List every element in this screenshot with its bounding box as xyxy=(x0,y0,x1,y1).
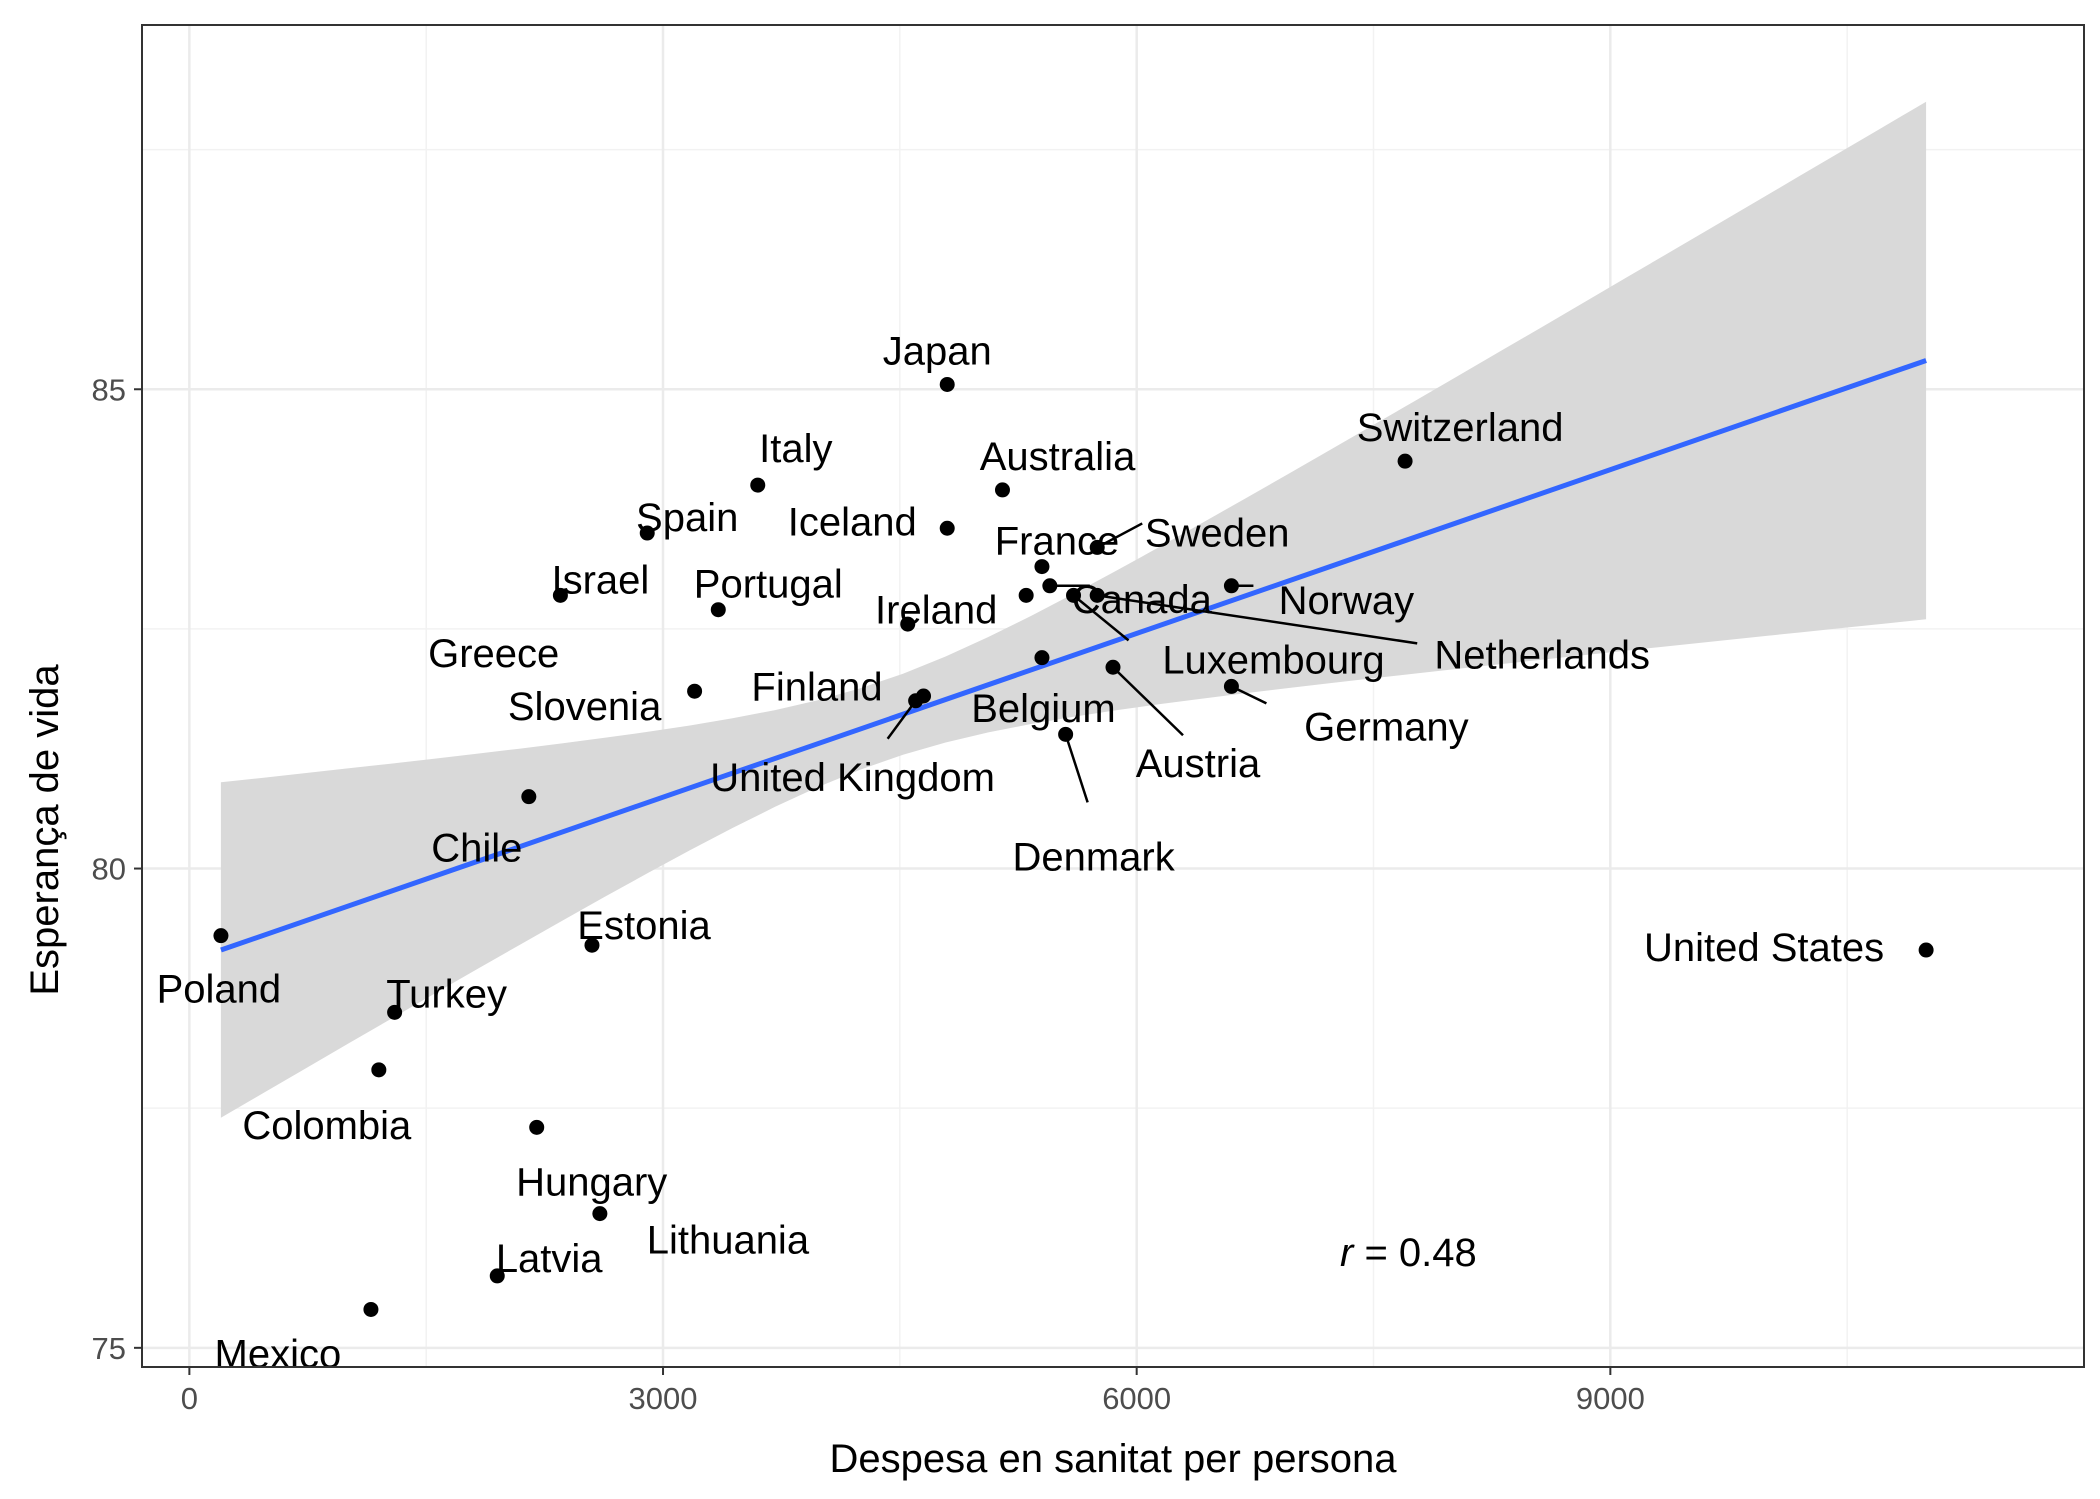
data-point xyxy=(1034,559,1050,575)
point-label: Chile xyxy=(431,827,522,871)
point-label: United States xyxy=(1644,926,1884,970)
data-point xyxy=(900,616,916,632)
data-point xyxy=(1223,578,1239,594)
point-label: Mexico xyxy=(215,1333,342,1377)
point-label: Italy xyxy=(759,427,832,471)
confidence-band xyxy=(220,101,1927,1118)
leader-line xyxy=(1097,594,1418,645)
data-point xyxy=(1089,587,1105,603)
data-point xyxy=(213,928,229,944)
point-label: Sweden xyxy=(1145,511,1290,555)
data-points xyxy=(213,376,1934,1317)
axis-ticks: 0 3000 6000 9000 75 80 85 xyxy=(92,372,1645,1416)
data-point xyxy=(939,520,955,536)
point-label: Spain xyxy=(636,496,738,540)
point-label: Greece xyxy=(428,632,559,676)
point-label: Israel xyxy=(551,558,649,602)
data-point xyxy=(371,1062,387,1078)
point-label: Portugal xyxy=(694,563,843,607)
x-tick-label: 0 xyxy=(181,1381,198,1416)
data-point xyxy=(994,482,1010,498)
point-label: Finland xyxy=(751,666,882,710)
point-label: Germany xyxy=(1304,705,1469,749)
data-point xyxy=(687,683,703,699)
leader-line xyxy=(1096,522,1143,549)
y-tick-label: 75 xyxy=(92,1331,126,1366)
point-label: Austria xyxy=(1136,742,1261,786)
data-point xyxy=(710,602,726,618)
x-tick-label: 6000 xyxy=(1102,1381,1171,1416)
data-point xyxy=(1105,659,1121,675)
data-point xyxy=(908,693,924,709)
leader-line xyxy=(1112,666,1184,737)
data-point xyxy=(639,525,655,541)
data-point xyxy=(1397,453,1413,469)
y-tick-label: 80 xyxy=(92,852,126,887)
point-label: Turkey xyxy=(386,972,507,1016)
regression-line-layer xyxy=(220,358,1927,953)
data-point xyxy=(1042,578,1058,594)
data-point xyxy=(1223,678,1239,694)
data-point xyxy=(521,789,537,805)
point-label: Slovenia xyxy=(508,685,662,729)
data-point xyxy=(592,1206,608,1222)
x-tick-label: 3000 xyxy=(629,1381,698,1416)
data-point xyxy=(552,587,568,603)
point-label: Latvia xyxy=(496,1237,603,1281)
point-label: Colombia xyxy=(242,1104,412,1148)
data-point xyxy=(1058,726,1074,742)
point-label: Iceland xyxy=(788,500,917,544)
data-point xyxy=(1918,942,1934,958)
point-label: Belgium xyxy=(971,687,1116,731)
data-point xyxy=(387,1004,403,1020)
point-label: Luxembourg xyxy=(1162,638,1384,682)
data-point xyxy=(529,1119,545,1135)
leader-line xyxy=(886,700,917,740)
y-axis-title: Esperança de vida xyxy=(23,664,67,996)
point-label: United Kingdom xyxy=(710,756,995,800)
data-point xyxy=(1034,650,1050,666)
point-label: Australia xyxy=(980,435,1136,479)
x-axis-title: Despesa en sanitat per persona xyxy=(829,1437,1397,1481)
data-point xyxy=(489,1268,505,1284)
data-point xyxy=(1066,587,1082,603)
data-point xyxy=(363,1301,379,1317)
data-point xyxy=(1089,539,1105,555)
confidence-band-layer xyxy=(220,101,1927,1118)
point-label: Netherlands xyxy=(1434,633,1650,677)
data-point xyxy=(1018,587,1034,603)
annotation-italic: r xyxy=(1340,1231,1355,1275)
y-tick-label: 85 xyxy=(92,372,126,407)
point-label: Ireland xyxy=(875,588,997,632)
regression-line xyxy=(220,358,1927,953)
correlation-annotation: r = 0.48 xyxy=(1340,1231,1477,1275)
point-label: Switzerland xyxy=(1357,406,1564,450)
point-label: Lithuania xyxy=(647,1219,810,1263)
point-label: Canada xyxy=(1072,578,1213,622)
data-point xyxy=(939,376,955,392)
point-label: Denmark xyxy=(1012,835,1175,879)
annotation-text: = 0.48 xyxy=(1353,1231,1476,1275)
leader-line xyxy=(1072,594,1130,642)
data-point xyxy=(750,477,766,493)
panel-border xyxy=(141,24,2085,1368)
point-label: Poland xyxy=(157,968,282,1012)
point-label: Estonia xyxy=(577,904,711,948)
point-label: France xyxy=(995,520,1120,564)
data-point xyxy=(584,937,600,953)
point-label: Hungary xyxy=(516,1160,667,1204)
x-tick-label: 9000 xyxy=(1576,1381,1645,1416)
point-labels: Japan Switzerland Italy Australia Spain Icela… xyxy=(157,330,1885,1377)
point-label: Norway xyxy=(1279,579,1415,623)
point-label: Japan xyxy=(883,330,992,374)
leader-line xyxy=(1064,733,1089,803)
